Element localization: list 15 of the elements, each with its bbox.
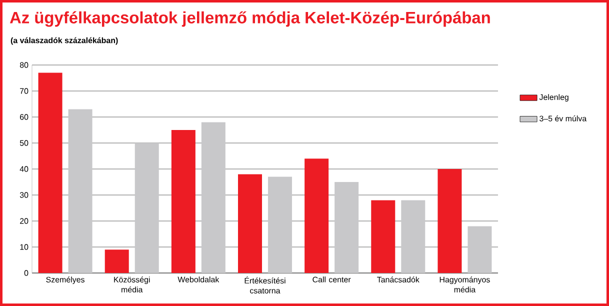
- bar: [134, 143, 159, 273]
- bar: [104, 250, 129, 273]
- bar: [38, 72, 62, 273]
- chart-title: Az ügyfélkapcsolatok jellemző módja Kelet-Közép-Európában: [10, 11, 490, 27]
- bar: [438, 169, 462, 273]
- bar: [171, 130, 196, 273]
- bar: [201, 122, 226, 273]
- bar: [371, 200, 396, 273]
- bar: [304, 158, 329, 273]
- bar: [268, 176, 292, 273]
- bar: [401, 200, 426, 273]
- bar: [68, 109, 92, 273]
- bar: [238, 174, 262, 273]
- bar: [334, 182, 359, 273]
- bar: [468, 226, 492, 273]
